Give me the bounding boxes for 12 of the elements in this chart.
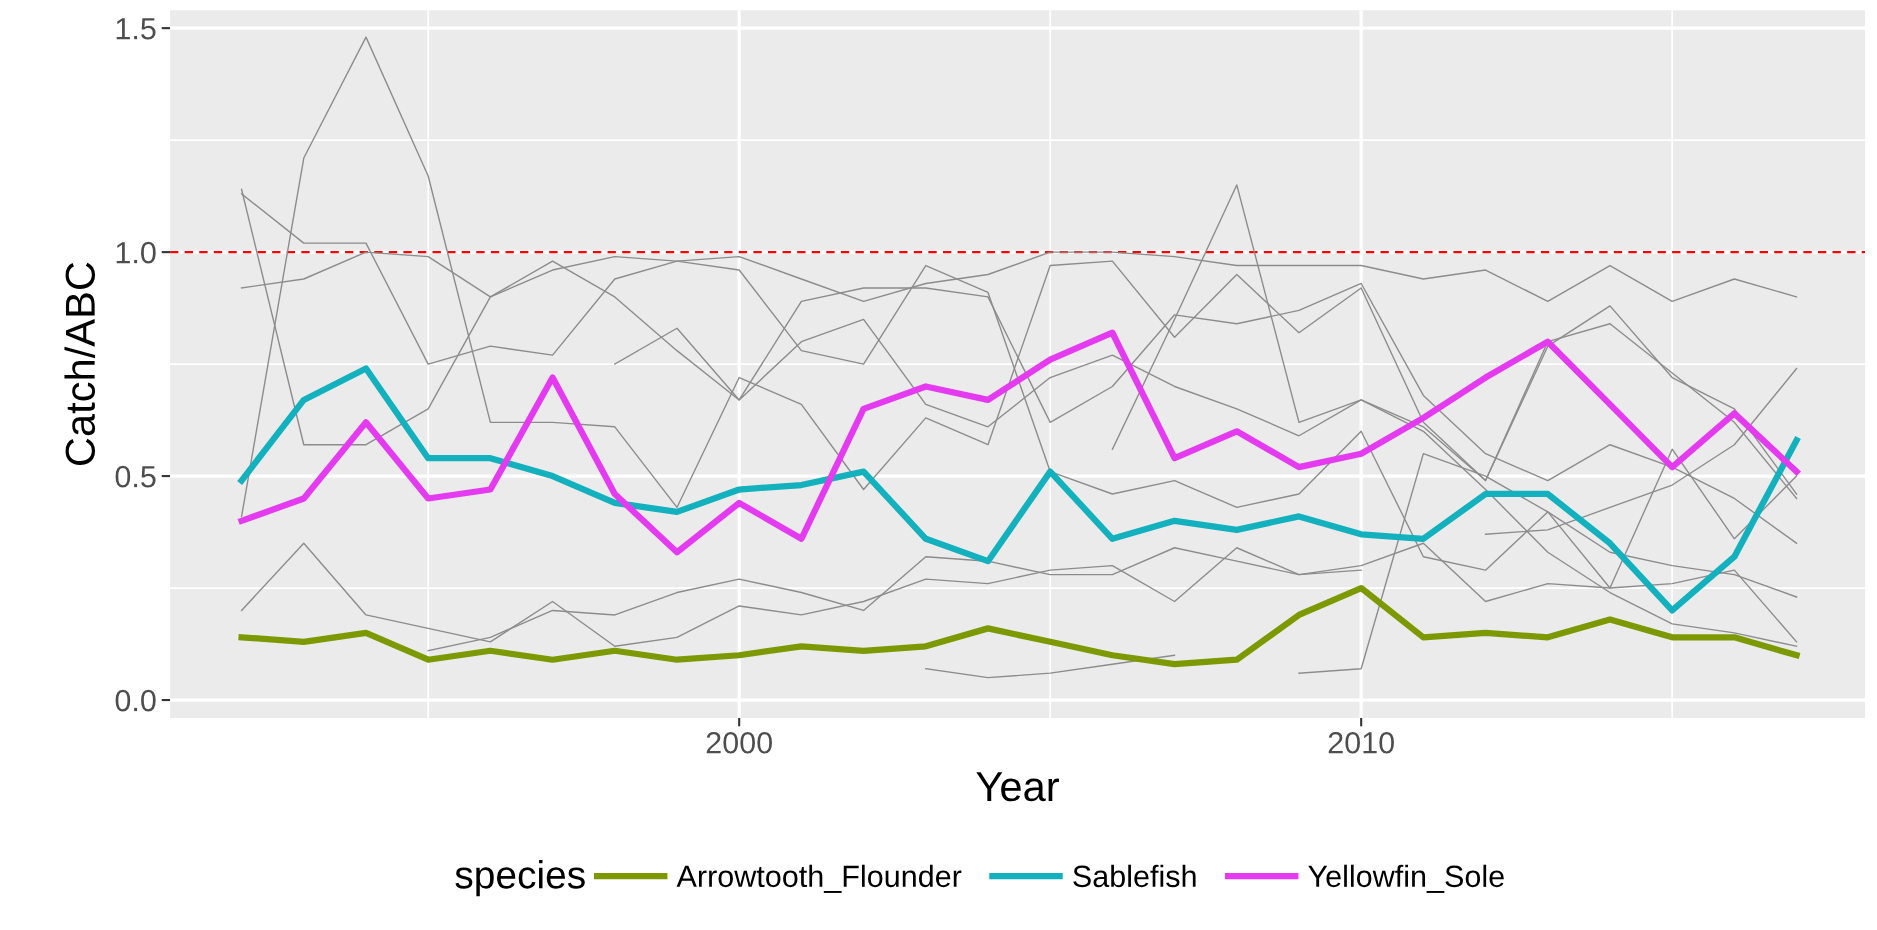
legend-label: Sablefish (1073, 864, 1196, 888)
y-axis-title: Catch/ABC (64, 262, 96, 466)
y-tick-label: 1.5 (116, 18, 156, 40)
legend-label: Yellowfin_Sole (1308, 864, 1504, 893)
y-tick-label: 0.5 (115, 465, 156, 488)
y-tick-label: 0.0 (115, 689, 156, 712)
legend-label: Arrowtooth_Flounder (676, 864, 962, 893)
y-tick-label: 1.0 (116, 241, 156, 264)
x-tick-label: 2000 (706, 731, 772, 754)
legend-title: species (455, 860, 585, 897)
x-tick-label: 2010 (1328, 731, 1394, 754)
x-axis-title: Year (976, 772, 1059, 802)
